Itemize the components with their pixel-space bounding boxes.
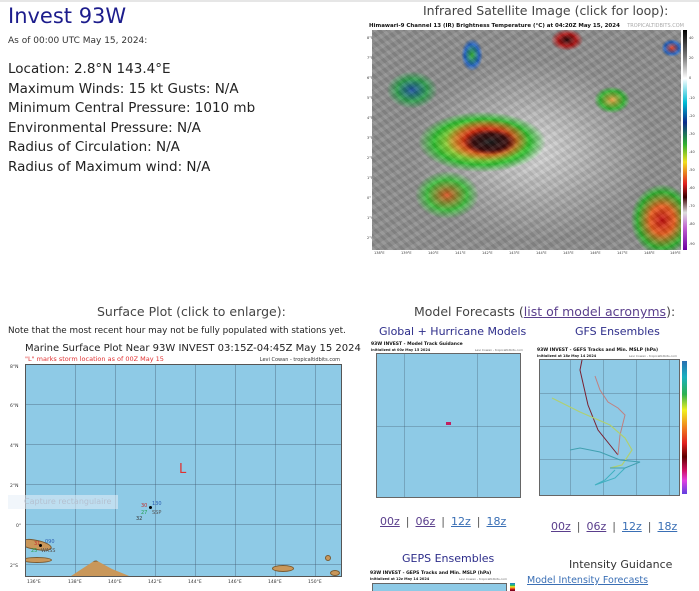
station-pressure: 090 xyxy=(45,539,55,545)
geps-ensembles-title: GEPS Ensembles xyxy=(402,552,495,565)
satellite-colorbar-ticks: 40 20 0 -10 -20 -30 -40 -50 -60 -70 -80 … xyxy=(689,36,695,246)
models-section-title: Model Forecasts (list of model acronyms)… xyxy=(414,304,676,319)
land-island xyxy=(330,570,340,576)
screenshot-overlay-hint: Capture rectangulaire xyxy=(8,495,118,509)
storm-radius-circulation: Radius of Circulation: N/A xyxy=(8,139,180,155)
storm-title: Invest 93W xyxy=(8,4,127,28)
satellite-image-header: Himawari-9 Channel 13 (IR) Brightness Te… xyxy=(369,23,620,29)
surface-plot-link[interactable]: Marine Surface Plot Near 93W INVEST 03:1… xyxy=(8,343,361,591)
station-dewpoint: 27 xyxy=(141,510,148,516)
storm-info: Location: 2.8°N 143.4°E Maximum Winds: 1… xyxy=(8,60,255,177)
satellite-image-link[interactable]: Himawari-9 Channel 13 (IR) Brightness Te… xyxy=(367,21,698,259)
satellite-ir-image xyxy=(372,30,681,250)
geps-image-init: Initialized at 12z May 14 2024 xyxy=(370,577,430,581)
geps-track-map xyxy=(372,583,507,591)
station-id: SSP xyxy=(152,510,162,516)
station-temp: 30 xyxy=(141,503,148,509)
storm-radius-max-wind: Radius of Maximum wind: N/A xyxy=(8,158,211,175)
land-new-guinea xyxy=(46,560,156,576)
gfs-image-title: 93W INVEST - GEFS Tracks and Min. MSLP (… xyxy=(537,348,658,353)
gfs-ensembles-title: GFS Ensembles xyxy=(575,325,660,338)
gfs-image-credit: Levi Cowan - tropicaltidbits.com xyxy=(628,354,677,358)
surface-section-title: Surface Plot (click to enlarge): xyxy=(97,304,286,319)
surface-plot-credit: Levi Cowan - tropicaltidbits.com xyxy=(259,357,340,363)
global-track-map xyxy=(376,353,521,498)
station-value: 32 xyxy=(136,516,143,522)
global-run-06z[interactable]: 06z xyxy=(415,515,436,528)
storm-location-marker: L xyxy=(179,462,187,477)
land-island xyxy=(272,565,294,572)
station-pressure: 130 xyxy=(152,501,162,507)
model-acronyms-link[interactable]: list of model acronyms xyxy=(523,304,667,319)
station-dewpoint: 25 xyxy=(31,548,38,554)
global-image-title: 93W INVEST - Model Track Guidance xyxy=(371,342,463,347)
gfs-track-map xyxy=(539,359,680,496)
gfs-run-18z[interactable]: 18z xyxy=(657,520,678,533)
surface-plot-title: Marine Surface Plot Near 93W INVEST 03:1… xyxy=(25,343,361,354)
surface-map: L 30 130 27 SSP 32 31 090 25 WASS xyxy=(25,364,342,577)
model-intensity-forecasts-link[interactable]: Model Intensity Forecasts xyxy=(527,575,649,586)
station-dot xyxy=(149,506,152,509)
surface-plot-subtitle: "L" marks storm location as of 00Z May 1… xyxy=(25,355,164,363)
global-image-credit: Levi Cowan - tropicaltidbits.com xyxy=(474,348,523,352)
top-border xyxy=(0,0,699,2)
as-of-timestamp: As of 00:00 UTC May 15, 2024: xyxy=(8,36,148,46)
geps-colorbar xyxy=(510,583,515,591)
storm-pressure: Minimum Central Pressure: 1010 mb xyxy=(8,100,256,116)
geps-ensembles-image-link[interactable]: 93W INVEST - GEPS Tracks and Min. MSLP (… xyxy=(369,571,517,591)
storm-env-pressure: Environmental Pressure: N/A xyxy=(8,119,201,136)
gfs-run-00z[interactable]: 00z xyxy=(551,520,571,533)
gfs-run-links: 00z | 06z | 12z | 18z xyxy=(551,520,678,533)
satellite-colorbar xyxy=(683,30,687,250)
global-image-init: Initialized at 00z May 15 2024 xyxy=(371,348,431,352)
station-id: WASS xyxy=(41,548,56,554)
geps-image-title: 93W INVEST - GEPS Tracks and Min. MSLP (… xyxy=(370,571,492,576)
storm-position-marker xyxy=(446,422,451,425)
mslp-colorbar xyxy=(682,361,687,494)
land-island xyxy=(325,555,331,561)
gfs-ensembles-image-link[interactable]: 93W INVEST - GEFS Tracks and Min. MSLP (… xyxy=(536,348,691,508)
gfs-run-06z[interactable]: 06z xyxy=(586,520,607,533)
global-run-12z[interactable]: 12z xyxy=(451,515,471,528)
gfs-image-init: Initialized at 18z May 14 2024 xyxy=(537,354,597,358)
land-island xyxy=(26,557,52,563)
ensemble-tracks xyxy=(551,360,641,486)
storm-location: Location: 2.8°N 143.4°E xyxy=(8,61,171,77)
satellite-lon-axis: 138°E 139°E 140°E 141°E 142°E 143°E 144°… xyxy=(374,251,681,255)
surface-note: Note that the most recent hour may not b… xyxy=(8,326,346,336)
global-run-18z[interactable]: 18z xyxy=(486,515,507,528)
station-temp: 31 xyxy=(34,541,41,547)
satellite-lat-axis: 8°N 7°N 6°N 5°N 4°N 3°N 2°N 1°N 0° 1°S 2… xyxy=(367,36,374,240)
global-run-links: 00z | 06z | 12z | 18z xyxy=(380,515,507,528)
global-models-title: Global + Hurricane Models xyxy=(379,325,527,338)
satellite-section-title: Infrared Satellite Image (click for loop… xyxy=(423,3,669,18)
station-dot xyxy=(39,544,42,547)
global-run-00z[interactable]: 00z xyxy=(380,515,400,528)
global-models-image-link[interactable]: 93W INVEST - Model Track Guidance Initia… xyxy=(370,342,525,502)
intensity-guidance-title: Intensity Guidance xyxy=(569,558,673,571)
storm-winds: Maximum Winds: 15 kt Gusts: N/A xyxy=(8,80,239,97)
satellite-brand: TROPICALTIDBITS.COM xyxy=(627,23,684,29)
geps-image-credit: Levi Cowan - tropicaltidbits.com xyxy=(458,577,507,581)
gfs-run-12z[interactable]: 12z xyxy=(622,520,642,533)
